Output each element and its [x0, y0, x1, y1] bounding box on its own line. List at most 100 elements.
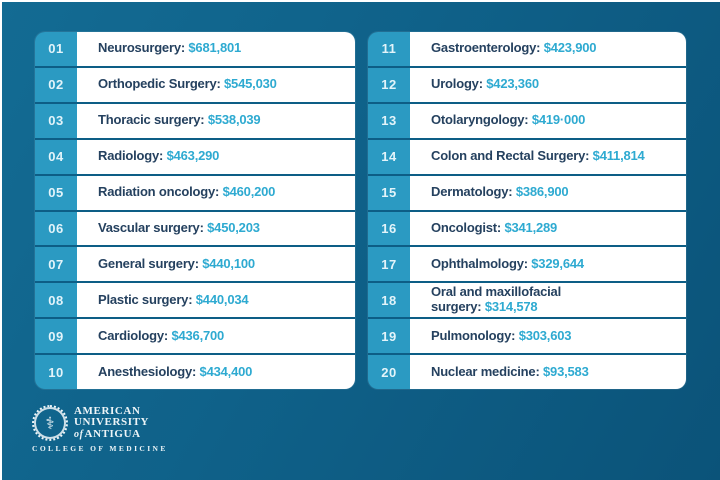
list-item-content: Vascular surgery: $450,203 [77, 211, 355, 246]
specialty-label: Dermatology: [431, 184, 513, 200]
specialty-label: General surgery: [98, 255, 199, 271]
list-item: 12 Urology: $423,360 [368, 67, 686, 102]
salary-value: $434,400 [199, 363, 253, 379]
salary-value: $450,203 [207, 220, 260, 236]
list-item: 16 Oncologist: $341,289 [368, 211, 686, 246]
list-item-content: Oral and maxillofacial surgery: $314,578 [410, 283, 686, 318]
list-item: 04 Radiology: $463,290 [35, 139, 355, 174]
list-item-content: Cardiology: $436,700 [77, 319, 355, 354]
specialty-label: Vascular surgery: [98, 220, 204, 236]
list-item-content: Colon and Rectal Surgery: $411,814 [410, 139, 686, 174]
salary-value: $440,034 [195, 291, 249, 307]
rank-badge: 13 [368, 103, 410, 138]
list-item: 01 Neurosurgery: $681,801 [35, 32, 355, 66]
salary-value: $419·000 [531, 112, 586, 128]
salary-value: $314,578 [484, 299, 538, 315]
rank-badge: 02 [35, 67, 77, 102]
logo-line-antigua: ofANTIGUA [74, 427, 149, 441]
rank-badge: 09 [35, 319, 77, 354]
salary-value: $463,290 [166, 148, 220, 164]
list-item: 09 Cardiology: $436,700 [35, 319, 355, 354]
specialty-label: Pulmonology: [431, 327, 516, 343]
list-item-content: Anesthesiology: $434,400 [77, 355, 355, 389]
salary-value: $423,360 [486, 76, 539, 92]
logo-antigua-text: ANTIGUA [84, 427, 141, 440]
list-item-content: Nuclear medicine: $93,583 [410, 355, 686, 389]
rank-badge: 06 [35, 211, 77, 246]
specialty-label: Orthopedic Surgery: [98, 76, 221, 92]
rank-badge: 08 [35, 283, 77, 318]
rank-badge: 11 [368, 32, 410, 66]
list-item: 08 Plastic surgery: $440,034 [35, 283, 355, 318]
specialty-list-right: 11 Gastroenterology: $423,900 12 Urology… [368, 32, 686, 389]
list-item: 05 Radiation oncology: $460,200 [35, 175, 355, 210]
list-item-content: Plastic surgery: $440,034 [77, 283, 355, 318]
list-item-content: Urology: $423,360 [410, 67, 686, 102]
salary-value: $303,603 [518, 327, 572, 343]
list-item: 18 Oral and maxillofacial surgery: $314,5… [368, 283, 686, 318]
list-item: 17 Ophthalmology: $329,644 [368, 247, 686, 282]
rank-badge: 15 [368, 175, 410, 210]
list-item-content: Orthopedic Surgery: $545,030 [77, 67, 355, 102]
list-item-content: Thoracic surgery: $538,039 [77, 103, 355, 138]
salary-value: $436,700 [171, 327, 225, 343]
rank-badge: 20 [368, 355, 410, 389]
specialty-label: Plastic surgery: [98, 291, 193, 307]
rank-badge: 16 [368, 211, 410, 246]
specialty-label: Oncologist: [431, 220, 502, 236]
rank-badge: 12 [368, 67, 410, 102]
specialty-label: Radiation oncology: [98, 184, 220, 200]
list-item: 13 Otolaryngology: $419·000 [368, 103, 686, 138]
list-item-content: Dermatology: $386,900 [410, 175, 686, 210]
logo-college-of-medicine: COLLEGE OF MEDICINE [32, 444, 168, 453]
rank-badge: 05 [35, 175, 77, 210]
list-item-content: Radiation oncology: $460,200 [77, 175, 355, 210]
rank-badge: 14 [368, 139, 410, 174]
specialty-label: Gastroenterology: [431, 40, 541, 56]
rank-badge: 04 [35, 139, 77, 174]
salary-value: $341,289 [504, 220, 558, 236]
list-item: 03 Thoracic surgery: $538,039 [35, 103, 355, 138]
salary-value: $411,814 [592, 148, 645, 164]
specialty-label: Ophthalmology: [431, 255, 528, 271]
specialty-list-left: 01 Neurosurgery: $681,801 02 Orthopedic … [35, 32, 355, 389]
list-item-content: General surgery: $440,100 [77, 247, 355, 282]
rank-badge: 17 [368, 247, 410, 282]
list-item: 14 Colon and Rectal Surgery: $411,814 [368, 139, 686, 174]
caduceus-seal-icon: ⚕ [32, 405, 68, 441]
rank-badge: 19 [368, 319, 410, 354]
logo-of-text: of [74, 428, 84, 440]
specialty-label: Nuclear medicine: [431, 363, 540, 379]
salary-value: $538,039 [207, 112, 261, 128]
list-item: 19 Pulmonology: $303,603 [368, 319, 686, 354]
rank-badge: 03 [35, 103, 77, 138]
list-item-content: Ophthalmology: $329,644 [410, 247, 686, 282]
salary-value: $440,100 [202, 255, 255, 271]
list-item: 07 General surgery: $440,100 [35, 247, 355, 282]
list-item-content: Neurosurgery: $681,801 [77, 32, 355, 66]
specialty-label: Cardiology: [98, 327, 169, 343]
list-item: 11 Gastroenterology: $423,900 [368, 32, 686, 66]
list-item-content: Pulmonology: $303,603 [410, 319, 686, 354]
logo-line-american: AMERICAN [74, 404, 141, 417]
list-item: 10 Anesthesiology: $434,400 [35, 355, 355, 389]
salary-value: $545,030 [224, 76, 277, 92]
salary-value: $386,900 [515, 184, 569, 200]
specialty-label: Radiology: [98, 148, 164, 164]
caduceus-icon: ⚕ [45, 413, 55, 433]
logo-line-university: UNIVERSITY [74, 416, 150, 429]
aua-logo: ⚕ AMERICAN UNIVERSITY ofANTIGUA COLLEGE … [32, 405, 182, 453]
list-item: 20 Nuclear medicine: $93,583 [368, 355, 686, 389]
specialty-label: Otolaryngology: [431, 112, 529, 128]
list-item: 02 Orthopedic Surgery: $545,030 [35, 67, 355, 102]
rank-badge: 18 [368, 283, 410, 318]
specialty-label: Thoracic surgery: [98, 112, 205, 128]
salary-value: $329,644 [531, 255, 584, 271]
list-item: 06 Vascular surgery: $450,203 [35, 211, 355, 246]
rank-badge: 01 [35, 32, 77, 66]
logo-wordmark: AMERICAN UNIVERSITY ofANTIGUA [74, 404, 150, 441]
salary-value: $93,583 [543, 363, 589, 379]
salary-value: $681,801 [188, 40, 242, 56]
list-item-content: Radiology: $463,290 [77, 139, 355, 174]
